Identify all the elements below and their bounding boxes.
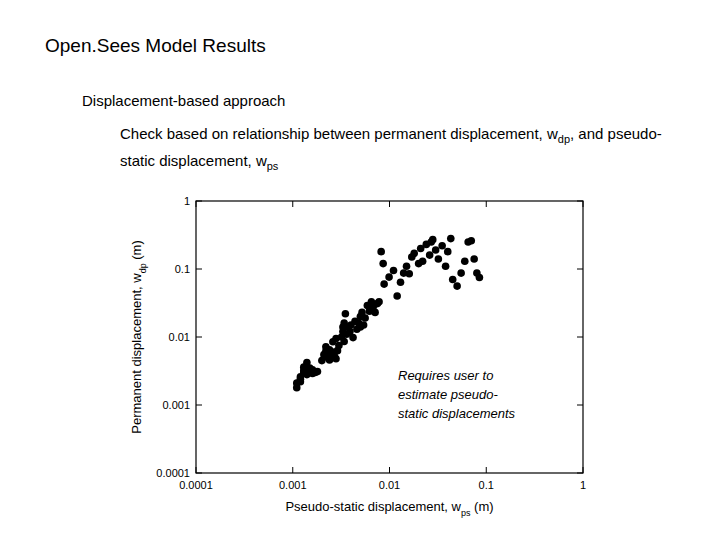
- point: [453, 282, 461, 290]
- point: [410, 250, 418, 258]
- x-tick-label: 0.0001: [179, 479, 213, 491]
- y-tick: [196, 405, 202, 406]
- point: [380, 280, 388, 288]
- point: [467, 237, 475, 245]
- slide-text-part: Check based on relationship between perm…: [120, 125, 558, 142]
- y-tick: [577, 337, 583, 338]
- x-tick: [486, 467, 487, 473]
- annotation: estimate pseudo-: [398, 387, 498, 402]
- point: [340, 338, 348, 346]
- point: [432, 246, 440, 254]
- point: [426, 251, 434, 259]
- point: [326, 356, 334, 364]
- x-tick: [292, 467, 293, 473]
- point: [371, 309, 379, 317]
- point: [297, 378, 305, 386]
- point: [457, 269, 465, 277]
- x-tick: [486, 201, 487, 207]
- point: [379, 260, 387, 268]
- y-tick-label: 0.01: [169, 331, 190, 343]
- point: [403, 262, 411, 270]
- y-axis-label-part: Permanent displacement, w: [129, 273, 144, 434]
- point: [339, 323, 347, 331]
- slide-text-part: dp: [558, 133, 570, 145]
- point: [397, 278, 405, 286]
- y-axis-label-part: (m): [129, 240, 144, 263]
- annotation: Requires user to: [398, 368, 493, 383]
- point: [442, 262, 450, 270]
- point: [447, 235, 455, 243]
- slide-text: Check based on relationship between perm…: [120, 123, 665, 177]
- point: [357, 323, 365, 331]
- point: [435, 255, 443, 263]
- point: [470, 255, 478, 263]
- chart: 0.0001 0.001 0.01 0.1 1 0.0001 0.001 0.01 0.1 1 Ps…: [0, 0, 720, 540]
- point: [405, 270, 413, 278]
- point: [461, 257, 469, 265]
- y-axis-label-part: dp: [138, 263, 148, 273]
- point: [390, 267, 398, 275]
- y-tick-label: 0.001: [162, 399, 190, 411]
- slide: Open.Sees Model Results Displacement-base…: [0, 0, 720, 540]
- x-axis-label-part: (m): [471, 499, 494, 514]
- plot-frame: [196, 201, 583, 473]
- x-tick: [292, 201, 293, 207]
- point: [303, 359, 311, 367]
- point: [314, 368, 322, 376]
- x-tick-label: 0.001: [279, 479, 307, 491]
- y-tick: [577, 405, 583, 406]
- y-tick-label: 0.0001: [156, 467, 190, 479]
- x-tick-label: 0.01: [379, 479, 400, 491]
- point: [332, 355, 340, 363]
- point: [349, 334, 357, 342]
- x-axis-label-part: ps: [461, 508, 471, 518]
- x-axis-label-part: Pseudo-static displacement, w: [285, 499, 461, 514]
- y-tick: [196, 269, 202, 270]
- point: [427, 238, 435, 246]
- point: [449, 276, 457, 284]
- point: [375, 298, 383, 306]
- x-tick-label: 0.1: [479, 479, 494, 491]
- annotation: static displacements: [398, 406, 516, 421]
- point: [342, 310, 350, 318]
- point: [444, 248, 452, 256]
- point: [419, 257, 427, 265]
- point: [476, 274, 484, 282]
- y-tick-label: 1: [184, 195, 190, 207]
- y-axis-label: Permanent displacement, wdp (m): [129, 240, 148, 434]
- point: [385, 273, 393, 281]
- y-tick: [196, 337, 202, 338]
- x-axis-label: Pseudo-static displacement, wps (m): [285, 499, 493, 518]
- x-tick-label: 1: [580, 479, 586, 491]
- y-tick-label: 0.1: [175, 263, 190, 275]
- x-tick: [389, 467, 390, 473]
- y-tick: [577, 269, 583, 270]
- point: [361, 314, 369, 322]
- slide-heading: Displacement-based approach: [82, 92, 285, 109]
- point: [393, 292, 401, 300]
- x-tick: [389, 201, 390, 207]
- point: [438, 242, 446, 250]
- slide-title: Open.Sees Model Results: [45, 35, 266, 57]
- point: [377, 248, 385, 256]
- point: [322, 343, 330, 351]
- slide-text-part: ps: [267, 160, 279, 172]
